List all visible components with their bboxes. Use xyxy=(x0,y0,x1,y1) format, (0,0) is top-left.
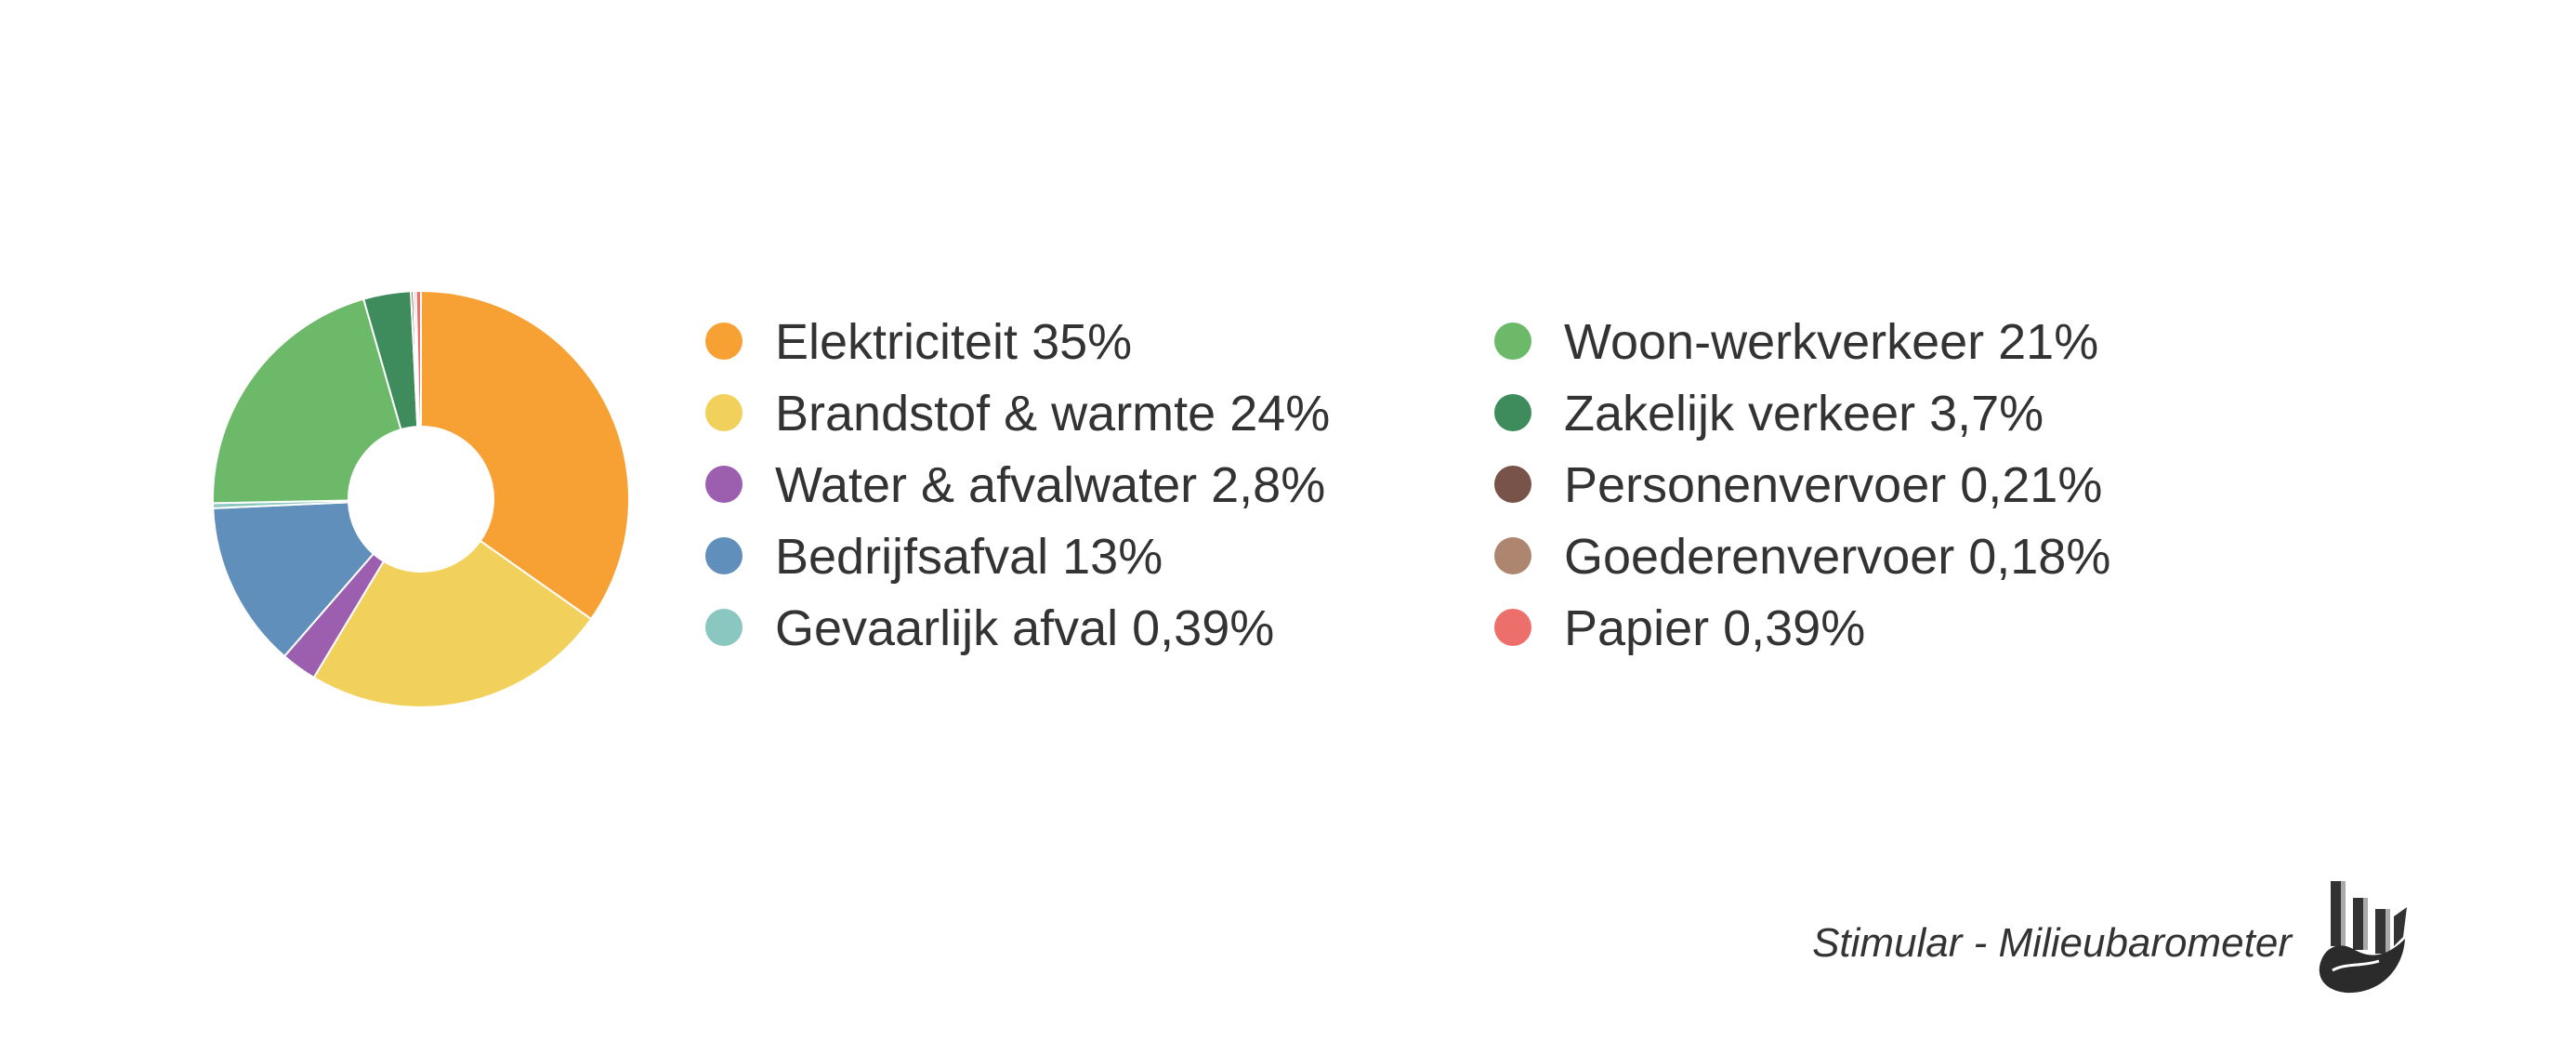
legend: Elektriciteit 35% Brandstof & warmte 24% W… xyxy=(705,314,2110,656)
legend-item: Brandstof & warmte 24% xyxy=(705,386,1330,441)
legend-item: Goederenvervoer 0,18% xyxy=(1494,529,2110,585)
pie-slice-0 xyxy=(420,289,630,621)
legend-label: Brandstof & warmte 24% xyxy=(775,386,1330,441)
legend-marker xyxy=(1494,537,1531,574)
legend-marker xyxy=(705,466,743,503)
legend-marker xyxy=(1494,609,1531,646)
legend-label: Elektriciteit 35% xyxy=(775,314,1132,370)
legend-marker xyxy=(1494,394,1531,431)
legend-item: Bedrijfsafval 13% xyxy=(705,529,1163,585)
legend-marker xyxy=(705,537,743,574)
legend-label: Personenvervoer 0,21% xyxy=(1564,457,2102,513)
legend-marker xyxy=(705,609,743,646)
legend-item: Personenvervoer 0,21% xyxy=(1494,457,2102,513)
legend-label: Zakelijk verkeer 3,7% xyxy=(1564,386,2044,441)
legend-label: Bedrijfsafval 13% xyxy=(775,529,1163,585)
donut-slices xyxy=(212,289,630,708)
pie-slice-5 xyxy=(212,297,402,505)
legend-marker xyxy=(1494,466,1531,503)
legend-item: Water & afvalwater 2,8% xyxy=(705,457,1325,513)
legend-label: Papier 0,39% xyxy=(1564,600,1865,656)
legend-marker xyxy=(705,394,743,431)
pie-slice-1 xyxy=(312,539,593,708)
legend-label: Gevaarlijk afval 0,39% xyxy=(775,600,1274,656)
legend-item: Gevaarlijk afval 0,39% xyxy=(705,600,1274,656)
legend-item: Zakelijk verkeer 3,7% xyxy=(1494,386,2044,441)
pie-slice-3 xyxy=(212,501,375,658)
source-credit: Stimular - Milieubarometer xyxy=(1812,920,2292,966)
legend-label: Woon-werkverkeer 21% xyxy=(1564,314,2098,370)
legend-label: Goederenvervoer 0,18% xyxy=(1564,529,2110,585)
legend-marker xyxy=(1494,323,1531,360)
legend-item: Elektriciteit 35% xyxy=(705,314,1132,370)
milieubarometer-logo-icon xyxy=(2319,881,2407,994)
pie-slice-9 xyxy=(414,289,422,428)
legend-marker xyxy=(705,323,743,360)
legend-item: Papier 0,39% xyxy=(1494,600,1865,656)
legend-label: Water & afvalwater 2,8% xyxy=(775,457,1325,513)
legend-item: Woon-werkverkeer 21% xyxy=(1494,314,2098,370)
